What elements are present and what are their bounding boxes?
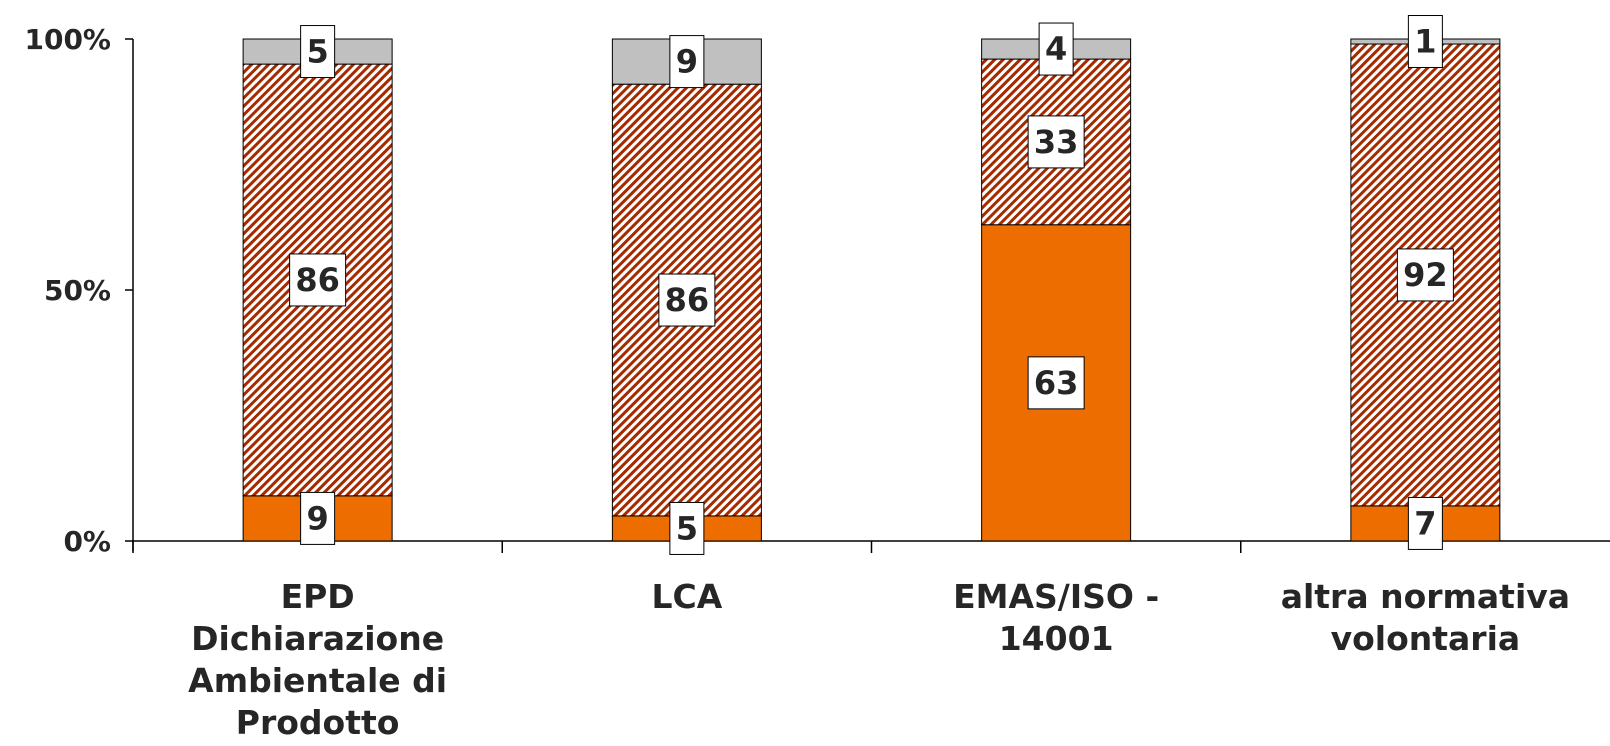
- data-label-box: [1027, 115, 1085, 169]
- bars: [242, 38, 1501, 542]
- category-label: EMAS/ISO -: [953, 577, 1159, 616]
- data-label: 1: [1414, 23, 1436, 61]
- data-label: 33: [1034, 123, 1079, 161]
- data-label-box: [1038, 22, 1074, 76]
- data-labels: 9 86 5 5 86 9 63 33 4 7 92 1: [289, 15, 1454, 555]
- y-tick-label: 0%: [63, 525, 111, 558]
- y-tick-label: 50%: [44, 274, 111, 307]
- data-label: 5: [306, 33, 328, 71]
- category-label: altra normativa: [1281, 577, 1570, 616]
- category-label: Dichiarazione: [191, 619, 444, 658]
- data-label: 7: [1414, 504, 1436, 542]
- data-label-box: [289, 253, 347, 307]
- category-label: 14001: [999, 619, 1114, 658]
- data-label: 92: [1403, 256, 1448, 294]
- data-label-box: [669, 501, 705, 555]
- data-label-box: [658, 273, 716, 327]
- data-label-box: [300, 491, 336, 545]
- data-label-box: [669, 35, 705, 89]
- data-label: 4: [1045, 30, 1067, 68]
- category-label: volontaria: [1331, 619, 1521, 658]
- category-label: EPD: [281, 577, 355, 616]
- data-label: 9: [306, 499, 328, 537]
- y-tick-label: 100%: [24, 23, 111, 56]
- data-label-box: [1407, 15, 1443, 69]
- data-label: 5: [676, 509, 698, 547]
- category-label: LCA: [651, 577, 722, 616]
- data-label: 9: [676, 43, 698, 81]
- category-label: Prodotto: [236, 703, 400, 741]
- data-label-box: [300, 25, 336, 79]
- data-label-box: [1027, 356, 1085, 410]
- category-label: Ambientale di: [188, 661, 447, 700]
- data-label: 86: [295, 261, 340, 299]
- data-label: 63: [1034, 364, 1079, 402]
- data-label-box: [1396, 248, 1454, 302]
- data-label: 86: [665, 281, 710, 319]
- data-label-box: [1407, 496, 1443, 550]
